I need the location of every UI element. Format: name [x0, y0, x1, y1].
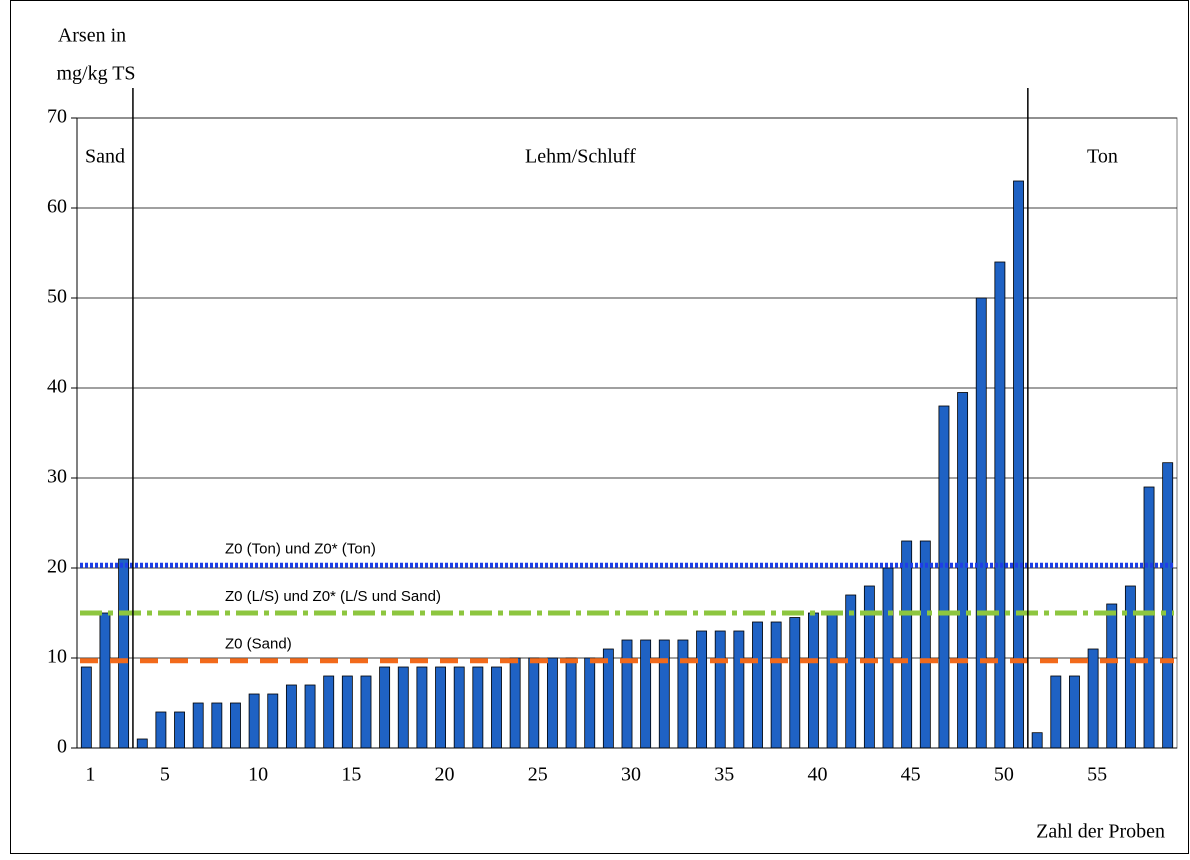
region-label: Ton	[1087, 146, 1118, 168]
bar	[1050, 675, 1062, 749]
y-tick-label: 20	[47, 556, 67, 578]
bar	[584, 657, 596, 749]
y-tick-label: 40	[47, 376, 67, 398]
y-tick-label: 0	[57, 736, 67, 758]
y-axis-label: Arsen in	[58, 25, 126, 47]
bar	[1124, 585, 1136, 749]
x-tick-label: 5	[160, 764, 170, 786]
bar	[118, 558, 130, 749]
bar	[174, 711, 185, 749]
bar	[230, 702, 241, 749]
x-tick-label: 30	[621, 764, 641, 786]
bar	[248, 693, 260, 749]
bar	[994, 261, 1006, 749]
bar	[808, 612, 819, 749]
bar	[435, 666, 446, 749]
bar	[957, 392, 969, 749]
bar	[640, 639, 652, 749]
bar	[323, 675, 335, 749]
bar	[565, 657, 577, 749]
bar	[789, 617, 801, 749]
bar	[491, 666, 502, 749]
bar	[845, 594, 857, 749]
bar	[99, 612, 111, 749]
bar	[696, 630, 708, 749]
x-tick-label: 15	[341, 764, 361, 786]
y-axis-label: mg/kg TS	[56, 63, 135, 85]
bar	[509, 657, 521, 749]
bar	[975, 297, 987, 749]
bar	[267, 693, 279, 749]
bar	[379, 666, 391, 749]
bar	[155, 711, 167, 749]
x-axis-label: Zahl der Proben	[1036, 821, 1165, 843]
frame	[10, 0, 1189, 854]
x-tick-label: 35	[714, 764, 734, 786]
bar	[192, 702, 204, 749]
x-tick-label: 20	[435, 764, 455, 786]
bar	[416, 666, 428, 749]
x-tick-label: 50	[994, 764, 1014, 786]
y-tick-label: 50	[47, 286, 67, 308]
bar	[919, 540, 931, 749]
bar	[453, 666, 465, 749]
bar	[1031, 732, 1043, 749]
bar	[211, 702, 223, 749]
bar	[882, 567, 894, 749]
bar	[304, 684, 316, 749]
bar	[472, 666, 484, 749]
x-tick-label: 55	[1087, 764, 1107, 786]
bar	[397, 666, 409, 749]
bar	[714, 630, 726, 749]
bar	[752, 621, 763, 749]
x-tick-label: 40	[807, 764, 827, 786]
bar	[658, 639, 670, 749]
x-tick-label: 25	[528, 764, 548, 786]
region-label: Sand	[85, 146, 125, 168]
bar	[136, 738, 148, 749]
bar	[677, 639, 689, 749]
y-tick-label: 10	[47, 646, 67, 668]
y-tick-label: 30	[47, 466, 67, 488]
region-label: Lehm/Schluff	[525, 146, 636, 168]
x-tick-label: 45	[901, 764, 921, 786]
bar	[733, 630, 745, 749]
bar	[621, 639, 633, 749]
bar	[546, 657, 558, 749]
bar	[1106, 603, 1118, 749]
x-tick-label: 10	[248, 764, 268, 786]
bar	[1162, 462, 1174, 749]
bar	[1069, 675, 1080, 749]
bar	[901, 540, 913, 749]
bar	[1143, 486, 1155, 749]
reference-label: Z0 (Ton) und Z0* (Ton)	[225, 540, 376, 557]
bar	[528, 657, 540, 749]
bar	[285, 684, 297, 749]
bar	[938, 405, 950, 749]
reference-label: Z0 (L/S) und Z0* (L/S und Sand)	[225, 588, 441, 605]
y-tick-label: 60	[47, 196, 67, 218]
bar	[80, 666, 92, 749]
reference-label: Z0 (Sand)	[225, 636, 292, 653]
bar	[826, 612, 838, 749]
bar	[863, 585, 875, 749]
bar	[770, 621, 782, 749]
bar	[360, 675, 372, 749]
x-tick-label: 1	[85, 764, 95, 786]
bar	[602, 648, 614, 749]
bar	[341, 675, 353, 749]
bar	[1087, 648, 1099, 749]
y-tick-label: 70	[47, 106, 67, 128]
